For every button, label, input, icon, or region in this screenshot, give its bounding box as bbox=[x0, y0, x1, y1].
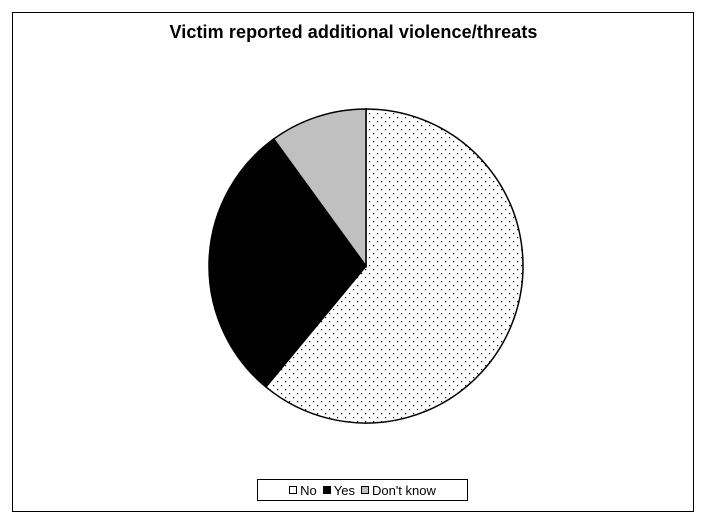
legend-item-no: No bbox=[289, 483, 317, 498]
legend-swatch-yes bbox=[322, 486, 331, 494]
legend-item-yes: Yes bbox=[322, 482, 355, 498]
legend-item-dont-know: Don't know bbox=[360, 482, 436, 498]
chart-title: Victim reported additional violence/thre… bbox=[169, 22, 538, 42]
legend-swatch-no bbox=[289, 486, 298, 494]
legend-swatch-dont-know bbox=[360, 486, 369, 494]
chart-legend: No Yes Don't know bbox=[257, 479, 468, 501]
pie-slice-don-t-know bbox=[272, 108, 367, 269]
legend-label-no: No bbox=[300, 482, 317, 498]
legend-label-dont-know: Don't know bbox=[371, 482, 436, 498]
pie-slice-yes bbox=[208, 137, 367, 389]
legend-label-yes: Yes bbox=[333, 482, 355, 498]
pie-slice-no bbox=[264, 108, 524, 424]
